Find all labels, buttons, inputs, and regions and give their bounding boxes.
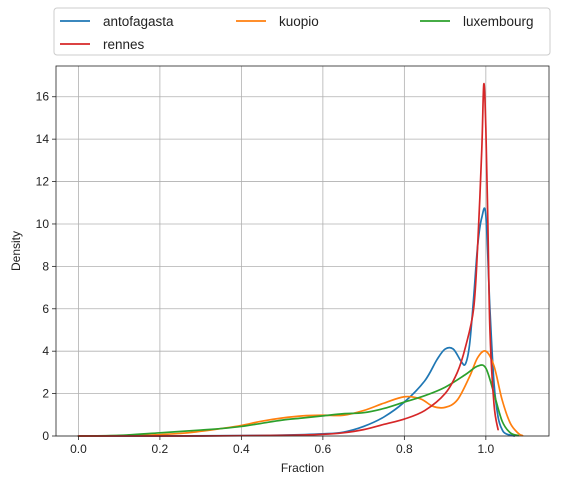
legend-label-rennes: rennes <box>103 37 145 52</box>
legend-label-kuopio: kuopio <box>279 14 319 29</box>
grid <box>56 66 549 437</box>
y-tick-label: 6 <box>42 302 49 316</box>
x-tick-label: 0.4 <box>233 442 250 456</box>
legend-label-luxembourg: luxembourg <box>463 14 534 29</box>
x-tick-label: 0.6 <box>315 442 332 456</box>
x-tick-label: 1.0 <box>478 442 495 456</box>
y-axis-label: Density <box>9 231 23 271</box>
y-tick-label: 14 <box>36 132 50 146</box>
series-line-antofagasta <box>77 207 516 437</box>
y-tick-label: 16 <box>36 90 50 104</box>
x-axis-label: Fraction <box>281 461 324 475</box>
y-tick-label: 12 <box>36 175 50 189</box>
x-tick-label: 0.8 <box>396 442 413 456</box>
x-tick-label: 0.2 <box>152 442 169 456</box>
series-lines <box>77 83 524 437</box>
legend-frame <box>53 7 551 56</box>
legend: antofagasta kuopio luxembourg rennes <box>53 7 551 56</box>
y-tick-label: 8 <box>42 259 49 273</box>
y-tick-label: 2 <box>42 387 49 401</box>
plot-frame <box>55 65 550 437</box>
y-axis: 0 2 4 6 8 10 12 14 16 <box>36 90 56 443</box>
legend-label-antofagasta: antofagasta <box>103 14 174 29</box>
y-tick-label: 10 <box>36 217 50 231</box>
y-tick-label: 0 <box>42 429 49 443</box>
x-axis: 0.0 0.2 0.4 0.6 0.8 1.0 <box>70 436 495 456</box>
series-line-rennes <box>77 83 499 437</box>
x-tick-label: 0.0 <box>70 442 87 456</box>
series-line-luxembourg <box>77 364 520 437</box>
y-tick-label: 4 <box>42 344 49 358</box>
